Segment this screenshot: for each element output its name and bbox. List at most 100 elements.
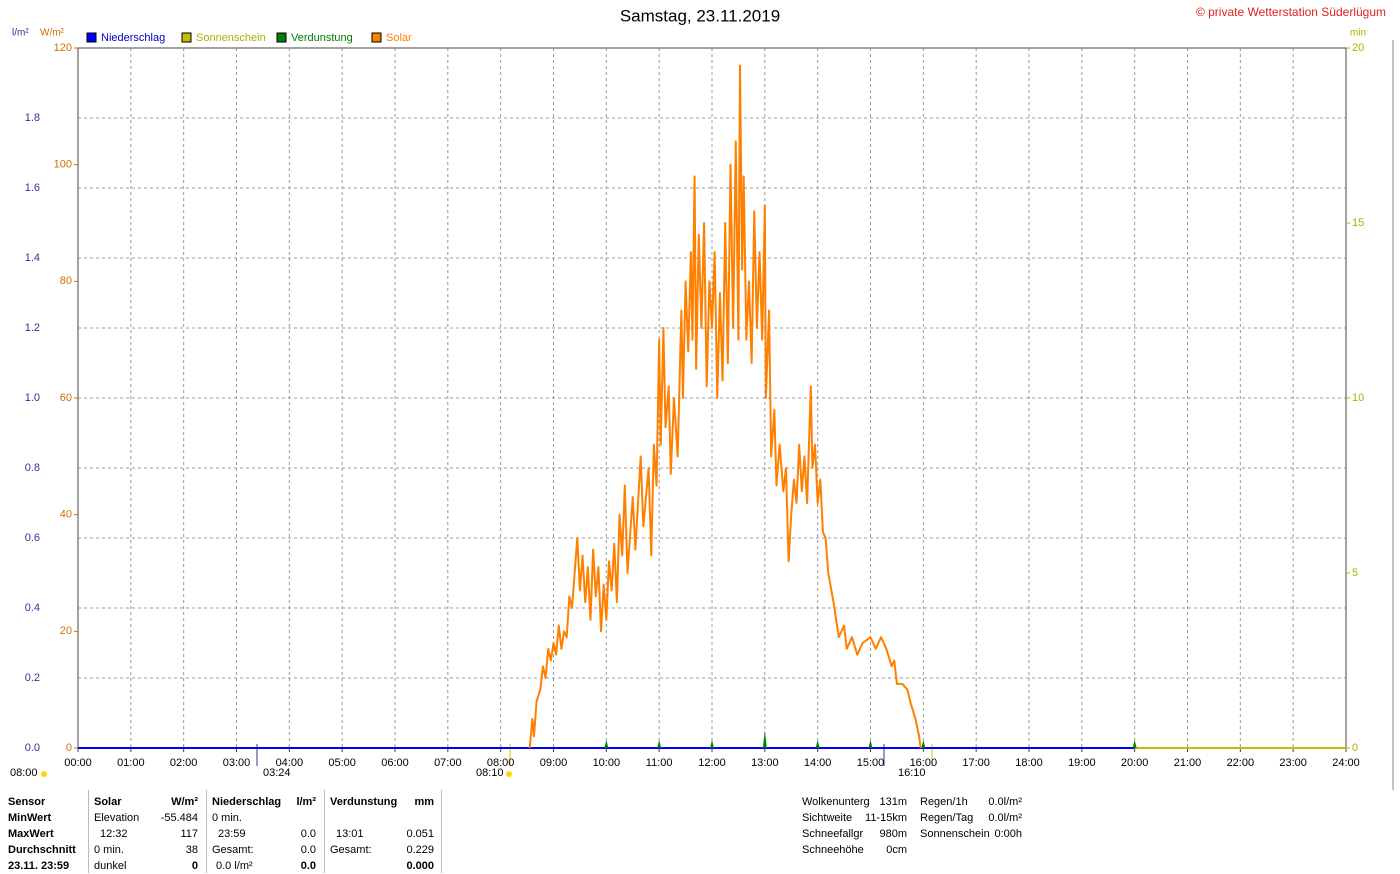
y-tick-label: 0.2 bbox=[25, 672, 40, 684]
cell: Sichtweite bbox=[802, 812, 853, 824]
separator bbox=[441, 790, 442, 873]
cell: 0.051 bbox=[406, 828, 434, 840]
label: MaxWert bbox=[8, 828, 54, 840]
x-tick-label: 01:00 bbox=[117, 757, 145, 769]
x-tick-label: 07:00 bbox=[434, 757, 462, 769]
cell: Schneefallgr bbox=[802, 828, 864, 840]
y2-tick-label: 60 bbox=[60, 392, 72, 404]
x-tick-label: 22:00 bbox=[1227, 757, 1255, 769]
x-tick-label: 10:00 bbox=[593, 757, 621, 769]
x-tick-label: 00:00 bbox=[64, 757, 92, 769]
cell: 117 bbox=[180, 828, 198, 840]
legend-swatch bbox=[371, 32, 382, 43]
y-tick-label: 1.4 bbox=[25, 252, 40, 264]
annotation: 16:10 bbox=[898, 767, 926, 779]
y2-tick-label: 20 bbox=[60, 625, 72, 637]
cell: Sonnenschein bbox=[920, 828, 990, 840]
legend-swatch bbox=[276, 32, 287, 43]
x-tick-label: 18:00 bbox=[1015, 757, 1043, 769]
separator bbox=[88, 790, 89, 873]
y3-tick-label: 15 bbox=[1352, 217, 1364, 229]
legend-label: Solar bbox=[386, 32, 412, 44]
y2-axis-unit: W/m² bbox=[40, 28, 65, 39]
cell: Gesamt: bbox=[212, 844, 254, 856]
cell: Elevation bbox=[94, 812, 140, 824]
y-axis-unit: l/m² bbox=[12, 28, 29, 39]
y3-tick-label: 20 bbox=[1352, 42, 1364, 54]
spike bbox=[710, 739, 714, 748]
label: MinWert bbox=[8, 812, 52, 824]
cell: 0.0l/m² bbox=[988, 812, 1022, 824]
y-tick-label: 0.4 bbox=[25, 602, 40, 614]
credit: © private Wetterstation Süderlügum bbox=[1196, 5, 1386, 19]
label: Durchschnitt bbox=[8, 844, 76, 856]
cell: Schneehöhe bbox=[802, 844, 864, 856]
x-tick-label: 16:00 bbox=[910, 757, 938, 769]
unit: mm bbox=[414, 796, 434, 808]
y-tick-label: 0.0 bbox=[25, 742, 40, 754]
label: Sensor bbox=[8, 796, 46, 808]
cell: dunkel bbox=[94, 860, 127, 872]
x-tick-label: 13:00 bbox=[751, 757, 779, 769]
chart: Samstag, 23.11.2019 © private Wetterstat… bbox=[10, 5, 1394, 790]
annotation: 08:10 bbox=[476, 767, 504, 779]
spike bbox=[868, 739, 873, 748]
legend-label: Verdunstung bbox=[291, 32, 353, 44]
cell: 0.000 bbox=[406, 860, 434, 872]
verdunstung-block: Verdunstung mm 13:01 0.051 Gesamt: 0.229 0.… bbox=[330, 794, 434, 874]
annotation: 08:00 bbox=[10, 767, 38, 779]
label: 23.11. 23:59 bbox=[8, 860, 70, 872]
y2-tick-label: 0 bbox=[66, 742, 72, 754]
cell: 0 bbox=[191, 860, 198, 872]
y-tick-label: 0.6 bbox=[25, 532, 40, 544]
cell: 0.0 bbox=[300, 844, 316, 856]
x-tick-label: 24:00 bbox=[1332, 757, 1360, 769]
y3-tick-label: 5 bbox=[1352, 567, 1358, 579]
cell: 0:00h bbox=[994, 828, 1022, 840]
x-tick-label: 20:00 bbox=[1121, 757, 1149, 769]
y2-tick-label: 100 bbox=[54, 159, 72, 171]
legend-label: Sonnenschein bbox=[196, 32, 266, 44]
current-block: Wolkenunterg 131m Sichtweite 11-15km Schne… bbox=[802, 794, 907, 858]
header: Niederschlag bbox=[212, 796, 282, 808]
legend-label: Niederschlag bbox=[101, 32, 165, 44]
y2-tick-label: 80 bbox=[60, 275, 72, 287]
legend-swatch bbox=[181, 32, 192, 43]
cell: 980m bbox=[879, 828, 907, 840]
spike bbox=[1132, 739, 1137, 748]
row-labels: Sensor MinWert MaxWert Durchschnitt 23.1… bbox=[8, 794, 76, 874]
x-tick-label: 14:00 bbox=[804, 757, 832, 769]
y3-tick-label: 0 bbox=[1352, 742, 1358, 754]
legend-swatch bbox=[86, 32, 97, 43]
cell: 0.0l/m² bbox=[988, 796, 1022, 808]
x-tick-label: 03:00 bbox=[223, 757, 251, 769]
header: Solar bbox=[94, 796, 122, 808]
spike bbox=[815, 739, 820, 748]
cell: Regen/Tag bbox=[920, 812, 974, 824]
y-tick-label: 1.2 bbox=[25, 322, 40, 334]
x-tick-label: 15:00 bbox=[857, 757, 885, 769]
cell: 131m bbox=[879, 796, 907, 808]
cell: 12:32 bbox=[100, 828, 128, 840]
cell: 0.0 bbox=[300, 828, 316, 840]
x-tick-label: 09:00 bbox=[540, 757, 568, 769]
x-tick-label: 05:00 bbox=[328, 757, 356, 769]
x-tick-label: 08:00 bbox=[487, 757, 515, 769]
series-line bbox=[528, 64, 922, 749]
y-tick-label: 1.8 bbox=[25, 112, 40, 124]
cell: Regen/1h bbox=[920, 796, 968, 808]
cell: 0 min. bbox=[94, 844, 124, 856]
x-tick-label: 12:00 bbox=[698, 757, 726, 769]
unit: W/m² bbox=[171, 796, 198, 808]
chart-title: Samstag, 23.11.2019 bbox=[620, 6, 780, 25]
separator bbox=[206, 790, 207, 873]
cell: 0.0 bbox=[300, 860, 316, 872]
separator bbox=[324, 790, 325, 873]
solar-block: Solar W/m² Elevation -55.484 12:32 117 0 mi… bbox=[94, 794, 198, 874]
marker bbox=[41, 771, 47, 777]
y2-tick-label: 120 bbox=[54, 42, 72, 54]
cell: -55.484 bbox=[160, 812, 198, 824]
spike bbox=[604, 739, 609, 748]
y-tick-label: 1.0 bbox=[25, 392, 40, 404]
